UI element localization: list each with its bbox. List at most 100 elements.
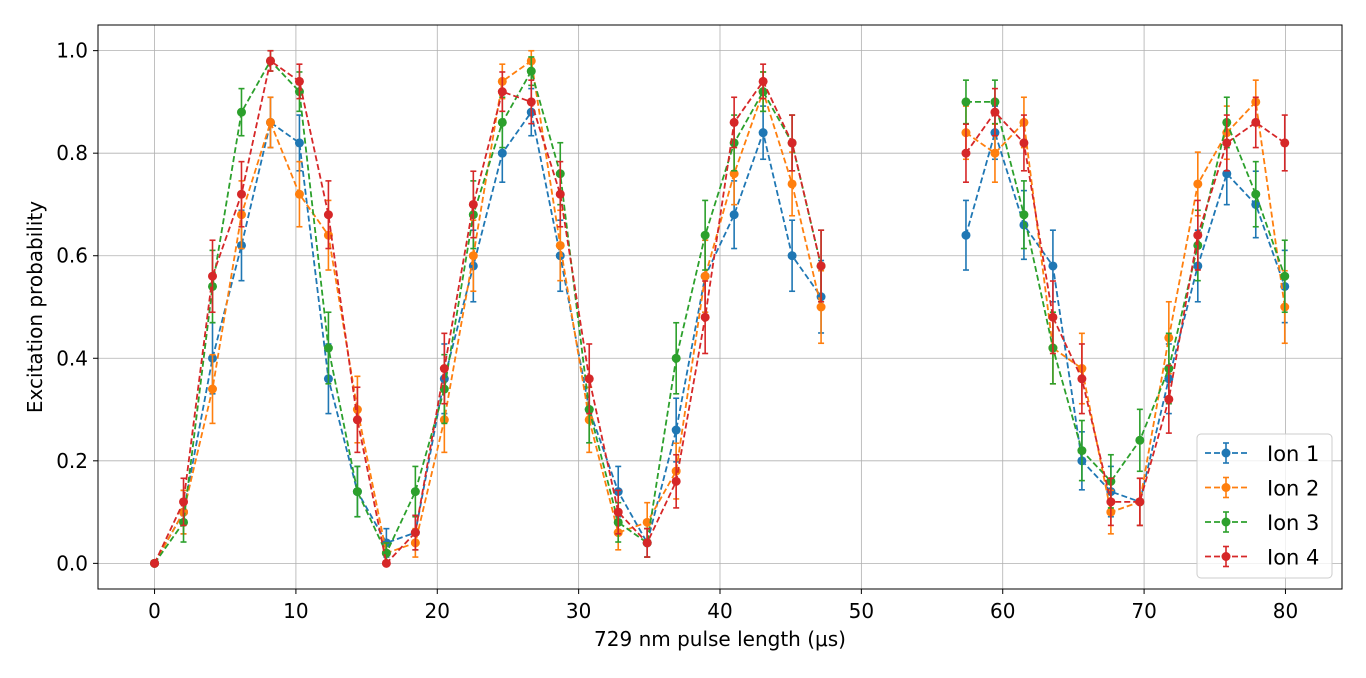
- y-tick-label: 0.6: [56, 244, 88, 268]
- series-line: [965, 129, 1286, 504]
- data-point: [208, 271, 218, 281]
- series-line: [965, 101, 1286, 483]
- legend-label: Ion 1: [1267, 442, 1319, 466]
- legend-label: Ion 4: [1267, 546, 1319, 570]
- data-point: [410, 487, 420, 497]
- data-point: [323, 210, 333, 220]
- data-point: [961, 148, 971, 158]
- data-point: [1106, 497, 1116, 507]
- data-point: [497, 117, 507, 127]
- series-layer: [150, 49, 1290, 568]
- data-point: [323, 343, 333, 353]
- data-point: [787, 138, 797, 148]
- data-point: [1251, 189, 1261, 199]
- data-point: [961, 230, 971, 240]
- data-point: [497, 148, 507, 158]
- y-tick-label: 0.4: [56, 346, 88, 370]
- data-point: [1222, 138, 1232, 148]
- series-line: [153, 59, 822, 564]
- data-point: [1135, 497, 1145, 507]
- x-tick-label: 60: [990, 599, 1015, 623]
- legend-item: Ion 1: [1205, 442, 1319, 466]
- data-point: [352, 487, 362, 497]
- data-point: [816, 261, 826, 271]
- data-point: [439, 364, 449, 374]
- legend: Ion 1 Ion 2 Ion 3 Ion 4: [1196, 433, 1333, 579]
- data-point: [671, 353, 681, 363]
- data-point: [613, 507, 623, 517]
- data-point: [816, 302, 826, 312]
- legend-marker: [1221, 517, 1231, 527]
- data-point: [1019, 210, 1029, 220]
- data-point: [1193, 230, 1203, 240]
- legend-label: Ion 3: [1267, 511, 1319, 535]
- data-point: [700, 230, 710, 240]
- data-point: [236, 189, 246, 199]
- y-tick-label: 0.8: [56, 141, 88, 165]
- data-point: [294, 76, 304, 86]
- data-point: [410, 528, 420, 538]
- data-point: [758, 76, 768, 86]
- x-tick-label: 10: [283, 599, 308, 623]
- legend-marker: [1221, 552, 1231, 561]
- data-point: [1077, 446, 1087, 456]
- data-point: [990, 107, 1000, 117]
- x-tick-label: 50: [849, 599, 874, 623]
- data-point: [497, 87, 507, 97]
- data-point: [990, 148, 1000, 158]
- x-tick-label: 30: [566, 599, 591, 623]
- data-point: [555, 189, 565, 199]
- data-point: [265, 117, 275, 127]
- y-tick-label: 0.0: [56, 551, 88, 575]
- data-point: [1048, 261, 1058, 271]
- data-point: [381, 558, 391, 568]
- ticks: 0 10 20 30 40 50 60 70 80 0.0 0.2 0.4 0.6 0.8 1.0: [56, 39, 1298, 623]
- y-axis-label: Excitation probability: [23, 201, 47, 413]
- data-point: [208, 384, 218, 394]
- data-point: [150, 558, 160, 568]
- data-point: [1164, 394, 1174, 404]
- data-point: [526, 97, 536, 107]
- data-point: [729, 210, 739, 220]
- data-point: [700, 271, 710, 281]
- series-line: [153, 109, 822, 564]
- data-point: [265, 56, 275, 66]
- x-tick-label: 40: [707, 599, 732, 623]
- data-point: [758, 128, 768, 138]
- data-point: [468, 251, 478, 261]
- data-point: [671, 476, 681, 486]
- data-point: [584, 374, 594, 384]
- data-point: [1193, 179, 1203, 189]
- legend-item: Ion 2: [1205, 477, 1319, 501]
- data-point: [236, 107, 246, 117]
- data-point: [700, 312, 710, 322]
- data-point: [555, 240, 565, 250]
- legend-marker: [1221, 483, 1231, 492]
- data-point: [1280, 138, 1290, 148]
- data-point: [1048, 312, 1058, 322]
- data-point: [1019, 138, 1029, 148]
- data-point: [1280, 271, 1290, 281]
- data-point: [787, 251, 797, 261]
- legend-item: Ion 4: [1205, 546, 1319, 570]
- legend-marker: [1221, 448, 1231, 458]
- x-tick-label: 70: [1131, 599, 1156, 623]
- y-tick-label: 0.2: [56, 449, 88, 473]
- data-point: [1251, 117, 1261, 127]
- data-point: [787, 179, 797, 189]
- data-point: [294, 189, 304, 199]
- data-point: [352, 415, 362, 425]
- data-point: [468, 199, 478, 209]
- data-point: [642, 517, 652, 527]
- series-line: [153, 59, 822, 564]
- y-tick-label: 1.0: [56, 39, 88, 63]
- legend-label: Ion 2: [1267, 477, 1319, 501]
- data-point: [1077, 374, 1087, 384]
- legend-box: [1196, 433, 1333, 579]
- series-line: [153, 59, 822, 566]
- series-4: [150, 49, 1290, 568]
- x-axis-label: 729 nm pulse length (μs): [594, 627, 846, 651]
- x-tick-label: 20: [425, 599, 450, 623]
- data-point: [642, 538, 652, 548]
